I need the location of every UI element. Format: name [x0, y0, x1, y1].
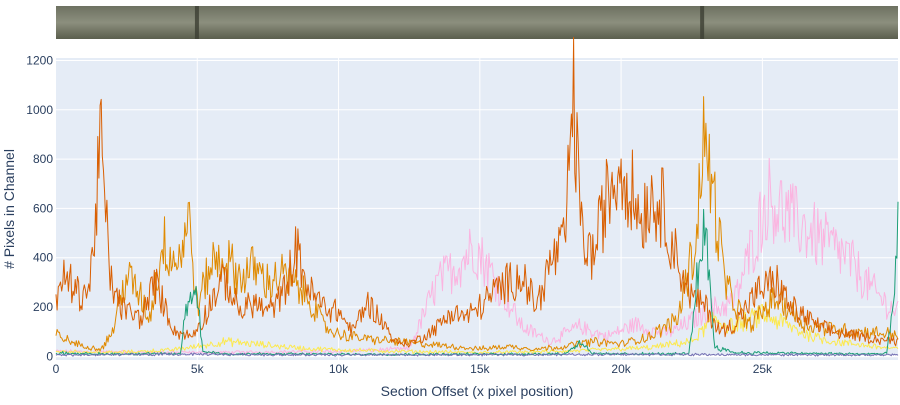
y-tick-label: 600 [33, 201, 53, 215]
series-line-3 [55, 37, 899, 348]
x-tick-label: 15k [470, 362, 490, 376]
y-axis-label: # Pixels in Channel [1, 149, 17, 269]
series-line-0 [55, 157, 899, 355]
strip-texture [56, 6, 898, 39]
x-tick-label: 5k [191, 362, 205, 376]
section-image-strip [56, 6, 898, 39]
y-tick-label: 1000 [26, 103, 53, 117]
strip-mark-0 [194, 6, 199, 39]
series-line-5 [55, 352, 899, 357]
strip-mark-1 [700, 6, 705, 39]
x-tick-label: 0 [53, 362, 60, 376]
y-tick-label: 1200 [26, 53, 53, 67]
y-tick-label: 400 [33, 251, 53, 265]
gridlines [56, 58, 898, 360]
y-tick-label: 0 [46, 349, 53, 363]
y-tick-label: 200 [33, 300, 53, 314]
x-tick-label: 25k [753, 362, 773, 376]
series-line-4 [55, 201, 899, 357]
series-lines [55, 37, 899, 357]
x-axis-ticks: 0 5k 10k 15k 20k 25k [53, 362, 773, 376]
x-axis-label: Section Offset (x pixel position) [381, 383, 574, 399]
y-axis-ticks: 0 200 400 600 800 1000 1200 [26, 53, 53, 363]
y-tick-label: 800 [33, 152, 53, 166]
x-tick-label: 10k [329, 362, 349, 376]
x-tick-label: 20k [611, 362, 631, 376]
